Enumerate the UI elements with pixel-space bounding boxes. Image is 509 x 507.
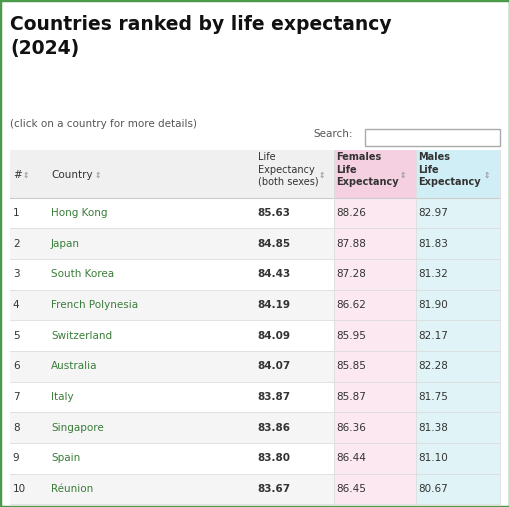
Text: ⇕: ⇕ bbox=[318, 171, 325, 180]
FancyBboxPatch shape bbox=[415, 320, 499, 351]
FancyBboxPatch shape bbox=[333, 320, 415, 351]
Text: 81.90: 81.90 bbox=[417, 300, 447, 310]
FancyBboxPatch shape bbox=[415, 290, 499, 320]
Text: #: # bbox=[13, 170, 21, 180]
Text: 82.17: 82.17 bbox=[417, 331, 447, 341]
Text: Life
Expectancy
(both sexes): Life Expectancy (both sexes) bbox=[257, 152, 318, 187]
FancyBboxPatch shape bbox=[10, 351, 333, 382]
Text: 86.36: 86.36 bbox=[336, 423, 366, 433]
Text: 81.83: 81.83 bbox=[417, 239, 447, 249]
Text: 82.97: 82.97 bbox=[417, 208, 447, 218]
Text: 4: 4 bbox=[13, 300, 19, 310]
Text: 85.85: 85.85 bbox=[336, 361, 366, 372]
Text: 83.67: 83.67 bbox=[257, 484, 290, 494]
Text: 81.38: 81.38 bbox=[417, 423, 447, 433]
Text: 5: 5 bbox=[13, 331, 19, 341]
Text: 86.62: 86.62 bbox=[336, 300, 366, 310]
Text: Italy: Italy bbox=[51, 392, 73, 402]
Text: Réunion: Réunion bbox=[51, 484, 93, 494]
Text: 85.95: 85.95 bbox=[336, 331, 366, 341]
Text: 83.86: 83.86 bbox=[257, 423, 290, 433]
Text: 85.87: 85.87 bbox=[336, 392, 366, 402]
Text: Countries ranked by life expectancy
(2024): Countries ranked by life expectancy (202… bbox=[10, 15, 391, 58]
Text: Switzerland: Switzerland bbox=[51, 331, 112, 341]
FancyBboxPatch shape bbox=[10, 474, 333, 504]
Text: 10: 10 bbox=[13, 484, 26, 494]
Text: 1: 1 bbox=[13, 208, 19, 218]
Text: Males
Life
Expectancy: Males Life Expectancy bbox=[417, 152, 480, 187]
FancyBboxPatch shape bbox=[333, 290, 415, 320]
Text: 84.19: 84.19 bbox=[257, 300, 290, 310]
FancyBboxPatch shape bbox=[10, 413, 333, 443]
Text: Hong Kong: Hong Kong bbox=[51, 208, 107, 218]
FancyBboxPatch shape bbox=[415, 259, 499, 290]
Text: 81.32: 81.32 bbox=[417, 269, 447, 279]
FancyBboxPatch shape bbox=[333, 259, 415, 290]
FancyBboxPatch shape bbox=[333, 351, 415, 382]
Text: 86.44: 86.44 bbox=[336, 453, 366, 463]
Text: 83.80: 83.80 bbox=[257, 453, 290, 463]
FancyBboxPatch shape bbox=[415, 351, 499, 382]
Text: French Polynesia: French Polynesia bbox=[51, 300, 138, 310]
Text: 80.67: 80.67 bbox=[417, 484, 447, 494]
Text: 84.43: 84.43 bbox=[257, 269, 290, 279]
Text: 81.10: 81.10 bbox=[417, 453, 447, 463]
Text: Country: Country bbox=[51, 170, 93, 180]
Text: ⇕: ⇕ bbox=[483, 171, 489, 180]
Text: ⇕: ⇕ bbox=[22, 171, 29, 180]
Text: 3: 3 bbox=[13, 269, 19, 279]
Text: 87.28: 87.28 bbox=[336, 269, 366, 279]
Text: 86.45: 86.45 bbox=[336, 484, 366, 494]
Text: Search:: Search: bbox=[313, 129, 352, 139]
FancyBboxPatch shape bbox=[333, 413, 415, 443]
FancyBboxPatch shape bbox=[415, 474, 499, 504]
FancyBboxPatch shape bbox=[333, 443, 415, 474]
FancyBboxPatch shape bbox=[333, 382, 415, 413]
Text: 84.85: 84.85 bbox=[257, 239, 290, 249]
Text: Japan: Japan bbox=[51, 239, 80, 249]
Text: 6: 6 bbox=[13, 361, 19, 372]
FancyBboxPatch shape bbox=[364, 129, 499, 146]
FancyBboxPatch shape bbox=[10, 443, 333, 474]
FancyBboxPatch shape bbox=[333, 198, 415, 229]
Text: ⇕: ⇕ bbox=[399, 171, 405, 180]
Text: ⇕: ⇕ bbox=[94, 171, 101, 180]
Text: 7: 7 bbox=[13, 392, 19, 402]
FancyBboxPatch shape bbox=[415, 413, 499, 443]
Text: Australia: Australia bbox=[51, 361, 97, 372]
Text: 87.88: 87.88 bbox=[336, 239, 366, 249]
FancyBboxPatch shape bbox=[10, 290, 333, 320]
FancyBboxPatch shape bbox=[10, 198, 333, 229]
FancyBboxPatch shape bbox=[415, 198, 499, 229]
FancyBboxPatch shape bbox=[10, 150, 333, 198]
FancyBboxPatch shape bbox=[333, 150, 415, 198]
Text: 83.87: 83.87 bbox=[257, 392, 290, 402]
FancyBboxPatch shape bbox=[10, 320, 333, 351]
Text: Singapore: Singapore bbox=[51, 423, 103, 433]
Text: 85.63: 85.63 bbox=[257, 208, 290, 218]
Text: (click on a country for more details): (click on a country for more details) bbox=[10, 119, 197, 129]
FancyBboxPatch shape bbox=[10, 229, 333, 259]
FancyBboxPatch shape bbox=[10, 259, 333, 290]
FancyBboxPatch shape bbox=[415, 150, 499, 198]
FancyBboxPatch shape bbox=[333, 474, 415, 504]
Text: 8: 8 bbox=[13, 423, 19, 433]
Text: 2: 2 bbox=[13, 239, 19, 249]
FancyBboxPatch shape bbox=[415, 443, 499, 474]
Text: 82.28: 82.28 bbox=[417, 361, 447, 372]
Text: Spain: Spain bbox=[51, 453, 80, 463]
Text: Females
Life
Expectancy: Females Life Expectancy bbox=[336, 152, 399, 187]
FancyBboxPatch shape bbox=[10, 382, 333, 413]
FancyBboxPatch shape bbox=[333, 229, 415, 259]
Text: 9: 9 bbox=[13, 453, 19, 463]
Text: 88.26: 88.26 bbox=[336, 208, 366, 218]
Text: South Korea: South Korea bbox=[51, 269, 114, 279]
Text: 81.75: 81.75 bbox=[417, 392, 447, 402]
FancyBboxPatch shape bbox=[415, 229, 499, 259]
FancyBboxPatch shape bbox=[415, 382, 499, 413]
Text: 84.09: 84.09 bbox=[257, 331, 290, 341]
Text: 84.07: 84.07 bbox=[257, 361, 290, 372]
